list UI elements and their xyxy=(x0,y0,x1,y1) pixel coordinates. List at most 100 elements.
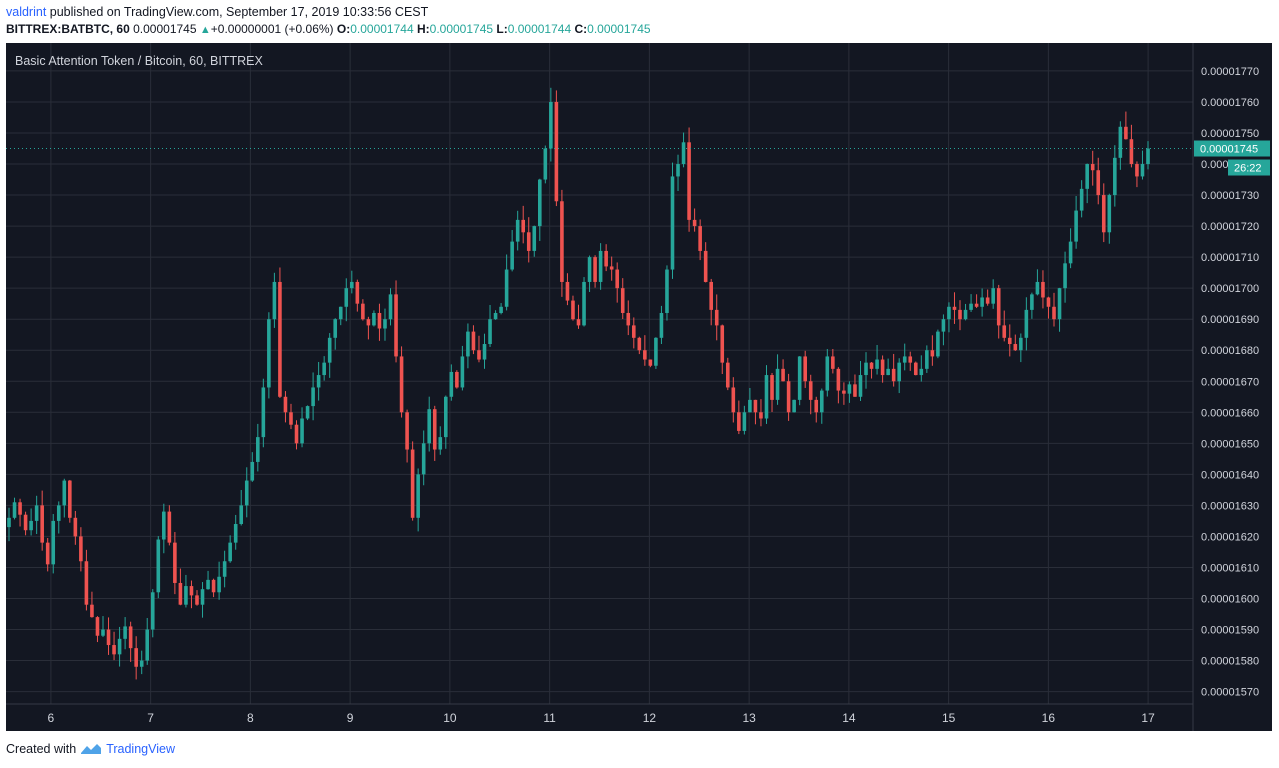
price-tick-label: 0.00001720 xyxy=(1201,221,1259,233)
candle-body xyxy=(637,337,642,351)
candle-body xyxy=(936,331,940,357)
time-tick-label: 7 xyxy=(147,711,154,725)
candle-body xyxy=(648,359,653,366)
candle-body xyxy=(748,399,752,413)
candle-body xyxy=(1007,337,1012,345)
candle-body xyxy=(819,390,824,413)
candle-body xyxy=(1135,164,1139,177)
candle-body xyxy=(908,356,913,363)
time-tick-label: 6 xyxy=(48,711,55,725)
candle-body xyxy=(980,297,984,307)
candle-body xyxy=(709,281,713,310)
candle-body xyxy=(471,331,476,351)
candle-body xyxy=(294,424,299,444)
candle-body xyxy=(316,375,321,388)
candle-body xyxy=(836,368,841,391)
candle-body xyxy=(233,524,238,543)
candle-body xyxy=(244,480,249,506)
high-value: 0.00001745 xyxy=(429,22,494,36)
candle-body xyxy=(267,319,271,388)
candle-body xyxy=(593,257,597,282)
candle-body xyxy=(1146,148,1150,165)
candle-body xyxy=(383,319,387,329)
candle-body xyxy=(952,306,957,310)
ohlc-bar: BITTREX:BATBTC, 60 0.00001745 ▲+0.000000… xyxy=(6,22,651,36)
candle-body xyxy=(322,362,326,376)
candle-body xyxy=(947,306,951,320)
candle-body xyxy=(925,350,929,369)
candle-body xyxy=(665,269,669,313)
high-label: H: xyxy=(416,22,430,36)
price-tick-label: 0.00001620 xyxy=(1201,531,1259,543)
candle-body xyxy=(521,219,526,233)
candle-body xyxy=(681,142,686,165)
candle-body xyxy=(222,561,227,577)
time-scale[interactable]: 6 7 8 9 10 11 12 13 14 15 16 17 xyxy=(48,711,1156,725)
candle-body xyxy=(842,390,846,394)
candle-body xyxy=(372,312,376,326)
candle-body xyxy=(609,266,614,270)
candle-body xyxy=(764,375,769,419)
candle-body xyxy=(737,412,741,431)
candle-body xyxy=(626,312,631,326)
price-scale[interactable]: 0.00001570 0.00001580 0.00001590 0.00001600… xyxy=(1201,66,1259,699)
price-tick-label: 0.00001770 xyxy=(1201,66,1259,78)
candle-body xyxy=(68,480,72,518)
time-tick-label: 16 xyxy=(1042,711,1056,725)
candle-body xyxy=(786,381,791,413)
candle-body xyxy=(515,219,520,242)
candle-body xyxy=(12,502,17,518)
candle-body xyxy=(338,306,343,320)
close-value: 0.00001745 xyxy=(587,22,651,36)
candle-body xyxy=(1124,126,1128,140)
low-label: L: xyxy=(496,22,508,36)
candle-body xyxy=(410,449,415,518)
candle-body xyxy=(56,505,61,521)
candlestick-chart[interactable]: 0.00001570 0.00001580 0.00001590 0.00001600… xyxy=(0,0,1279,740)
candle-body xyxy=(549,101,553,149)
candle-body xyxy=(29,520,33,531)
candle-body xyxy=(333,319,338,338)
candle-body xyxy=(421,443,426,475)
candle-body xyxy=(654,337,658,366)
tradingview-logo-icon xyxy=(81,744,102,754)
candle-body xyxy=(1085,164,1089,189)
candle-body xyxy=(51,520,56,565)
candle-body xyxy=(117,638,122,655)
candle-body xyxy=(615,269,620,289)
candle-body xyxy=(571,300,575,320)
candle-body xyxy=(206,579,210,590)
candle-body xyxy=(620,288,625,313)
candle-body xyxy=(808,381,813,400)
candle-body xyxy=(930,350,935,357)
price-tick-label: 0.00001700 xyxy=(1201,283,1259,295)
candle-body xyxy=(184,586,188,605)
candle-body xyxy=(1057,288,1062,320)
tradingview-brand-link[interactable]: TradingView xyxy=(106,742,175,756)
candle-body xyxy=(913,362,918,376)
countdown-marker xyxy=(1228,159,1270,176)
author-link[interactable]: valdrint xyxy=(6,5,47,19)
candle-body xyxy=(941,319,946,332)
time-tick-label: 10 xyxy=(443,711,457,725)
candle-body xyxy=(891,368,896,382)
time-tick-label: 17 xyxy=(1141,711,1155,725)
candle-body xyxy=(150,592,155,630)
candle-body xyxy=(969,303,973,310)
candle-body xyxy=(582,281,586,326)
candle-body xyxy=(1063,263,1067,289)
candle-body xyxy=(7,517,11,528)
candle-body xyxy=(283,396,288,413)
candle-body xyxy=(300,418,304,444)
candle-body xyxy=(775,368,780,400)
candle-body xyxy=(178,582,183,605)
candle-body xyxy=(289,412,293,425)
candle-body xyxy=(676,164,680,177)
candle-body xyxy=(45,542,50,565)
candle-body xyxy=(974,303,979,307)
candle-body xyxy=(139,660,144,667)
candle-body xyxy=(90,604,94,618)
candle-body xyxy=(1101,195,1106,233)
close-label: C: xyxy=(574,22,588,36)
candle-body xyxy=(366,319,371,326)
